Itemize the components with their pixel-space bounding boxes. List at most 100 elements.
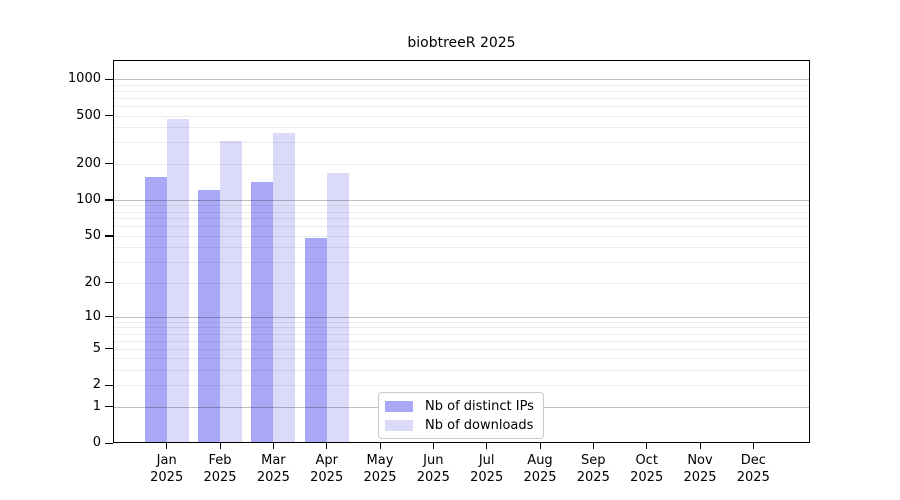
x-tick-mark	[539, 443, 541, 449]
x-tick-month: Dec	[740, 453, 766, 468]
x-tick-mark	[219, 443, 221, 449]
x-tick-label-may: May 2025	[350, 452, 410, 486]
x-tick-month: Apr	[315, 453, 338, 468]
x-tick-month: Mar	[261, 453, 286, 468]
x-tick-label-jan: Jan 2025	[137, 452, 197, 486]
gridline-minor	[113, 247, 810, 249]
gridline-minor	[113, 348, 810, 350]
x-tick-mark	[432, 443, 435, 449]
bar-distinct-ips-mar	[251, 181, 274, 443]
y-tick-label-50: 50	[84, 227, 101, 243]
legend-label-distinct-ips: Nb of distinct IPs	[425, 398, 534, 414]
x-tick-mark	[379, 443, 381, 449]
x-tick-year: 2025	[470, 470, 504, 485]
chart-title: biobtreeR 2025	[407, 35, 516, 51]
y-tick-mark	[105, 199, 113, 201]
x-tick-month: Nov	[687, 453, 713, 468]
x-tick-label-oct: Oct 2025	[617, 452, 677, 486]
gridline-minor	[113, 218, 810, 220]
x-tick-year: 2025	[683, 470, 717, 485]
y-tick-label-5: 5	[92, 340, 101, 356]
y-tick-mark	[105, 78, 113, 80]
x-tick-mark	[166, 443, 168, 449]
y-tick-mark	[105, 348, 113, 350]
legend-item-distinct-ips: Nb of distinct IPs	[385, 399, 537, 414]
gridline-minor	[113, 226, 810, 228]
x-tick-year: 2025	[416, 470, 450, 485]
x-tick-month: Sep	[581, 453, 606, 468]
x-tick-year: 2025	[363, 470, 397, 485]
x-tick-month: Jan	[156, 453, 177, 468]
legend-label-downloads: Nb of downloads	[425, 417, 534, 433]
x-tick-mark	[699, 443, 701, 449]
legend: Nb of distinct IPs Nb of downloads	[378, 392, 544, 439]
x-tick-year: 2025	[310, 470, 344, 485]
x-tick-year: 2025	[203, 470, 237, 485]
y-tick-label-0: 0	[92, 435, 101, 450]
y-tick-mark	[105, 163, 113, 165]
x-tick-month: Jun	[423, 453, 444, 468]
x-tick-month: Jul	[478, 453, 495, 468]
x-tick-label-nov: Nov 2025	[670, 452, 730, 486]
gridline-minor	[113, 370, 810, 371]
gridline-minor	[113, 358, 810, 360]
x-tick-year: 2025	[256, 470, 290, 485]
y-tick-label-20: 20	[84, 274, 101, 290]
legend-swatch-distinct-ips	[385, 400, 413, 412]
gridline-major	[113, 79, 810, 80]
gridline-minor	[113, 205, 810, 207]
x-tick-mark	[272, 443, 275, 449]
x-tick-label-mar: Mar 2025	[243, 452, 303, 486]
gridline-minor	[113, 127, 810, 129]
x-tick-month: Aug	[527, 453, 553, 468]
x-tick-mark	[326, 443, 328, 449]
y-tick-label-100: 100	[76, 191, 101, 207]
y-tick-mark	[105, 235, 113, 237]
x-tick-month: Oct	[635, 453, 658, 468]
y-tick-mark	[105, 406, 113, 408]
gridline-minor	[113, 282, 810, 284]
x-tick-mark	[646, 443, 648, 449]
gridline-minor	[113, 235, 810, 237]
bar-downloads-apr	[326, 173, 349, 443]
gridline-minor	[113, 211, 810, 213]
y-tick-mark	[105, 384, 113, 386]
gridline-minor	[113, 340, 810, 342]
gridline-minor	[113, 90, 810, 92]
x-tick-mark	[592, 443, 595, 449]
gridline-minor	[113, 105, 810, 107]
bar-downloads-jan	[166, 119, 189, 443]
plot-area	[113, 60, 810, 443]
bar-downloads-feb	[220, 140, 243, 443]
gridline-minor	[113, 97, 810, 99]
x-tick-year: 2025	[523, 470, 557, 485]
gridline-minor	[113, 321, 810, 323]
legend-item-downloads: Nb of downloads	[385, 418, 537, 433]
gridline-minor	[113, 262, 810, 264]
x-tick-month: May	[366, 453, 394, 468]
y-tick-label-1000: 1000	[67, 71, 101, 86]
y-tick-label-1: 1	[92, 398, 101, 414]
x-tick-year: 2025	[736, 470, 770, 485]
y-tick-label-2: 2	[92, 377, 101, 393]
x-tick-label-aug: Aug 2025	[510, 452, 570, 486]
gridline-major	[113, 199, 810, 201]
legend-swatch-downloads	[385, 419, 413, 431]
gridline-minor	[113, 327, 810, 329]
gridline-minor	[113, 115, 810, 117]
gridline-minor	[113, 385, 810, 387]
x-tick-label-jul: Jul 2025	[457, 452, 517, 486]
x-tick-label-sep: Sep 2025	[563, 452, 623, 486]
y-tick-mark	[105, 442, 113, 444]
x-tick-year: 2025	[576, 470, 610, 485]
y-tick-mark	[105, 115, 113, 117]
gridline-minor	[113, 333, 810, 335]
x-tick-year: 2025	[630, 470, 664, 485]
y-tick-label-200: 200	[76, 155, 101, 171]
y-tick-label-500: 500	[76, 107, 101, 123]
x-tick-label-jun: Jun 2025	[403, 452, 463, 486]
x-tick-year: 2025	[150, 470, 184, 485]
x-tick-label-apr: Apr 2025	[297, 452, 357, 486]
gridline-minor	[113, 84, 810, 86]
x-tick-mark	[486, 443, 488, 449]
